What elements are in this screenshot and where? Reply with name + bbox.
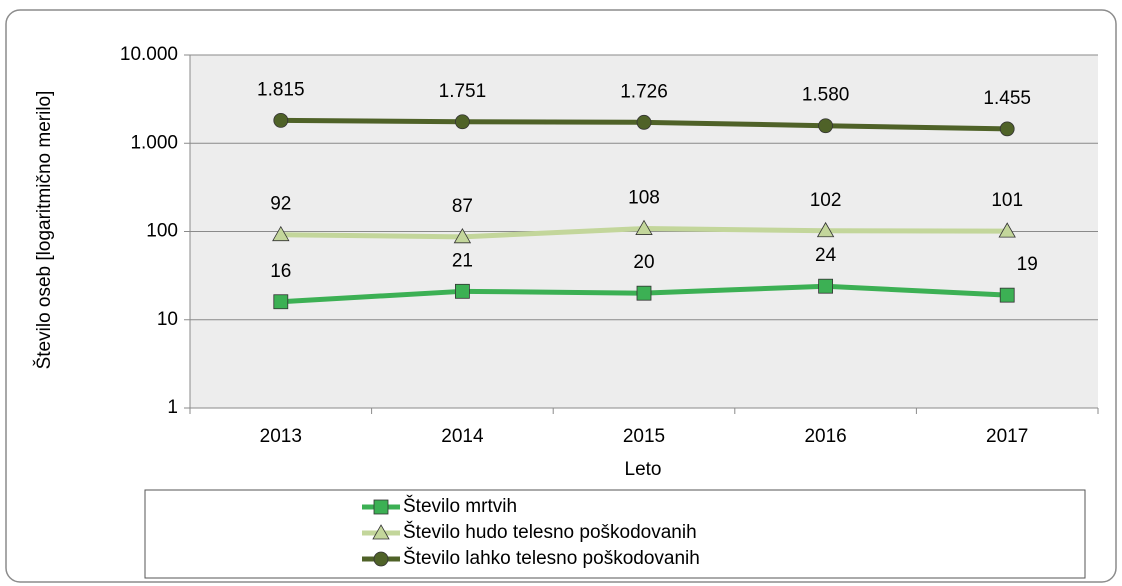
y-tick-label: 10.000 [120,44,178,65]
data-label: 20 [633,252,654,273]
y-tick-label: 1 [167,397,178,418]
data-label: 1.726 [620,81,668,102]
data-point [635,219,653,235]
x-tick-label: 2013 [260,426,302,447]
data-point [453,228,472,244]
legend-label: Število lahko telesno poškodovanih [403,547,700,569]
data-point [818,118,833,134]
data-point [273,294,289,310]
data-point [999,287,1015,303]
y-tick-label: 1.000 [130,132,178,153]
data-label: 19 [1017,254,1038,275]
data-label: 16 [270,261,291,282]
data-point [636,114,652,130]
y-tick-label: 100 [146,221,178,242]
data-point [999,121,1015,137]
legend-marker [372,524,390,540]
data-label: 101 [991,190,1023,211]
legend-marker [373,499,389,515]
data-point [454,114,470,130]
data-label: 1.580 [802,85,850,106]
data-label: 1.751 [439,81,487,102]
data-label: 21 [452,250,473,271]
x-tick-label: 2016 [804,426,846,447]
data-label: 92 [270,194,291,215]
x-tick-label: 2014 [441,426,484,447]
y-tick-label: 10 [157,309,178,330]
y-axis-title: Število oseb [logaritmično merilo] [33,91,55,370]
data-point [818,278,833,294]
data-point [454,283,470,299]
data-label: 1.455 [983,88,1031,109]
data-label: 108 [628,188,660,209]
legend-label: Število hudo telesno poškodovanih [403,521,697,543]
data-point [273,113,289,128]
data-label: 24 [815,245,837,266]
x-tick-label: 2017 [986,426,1028,447]
legend-label: Število mrtvih [403,495,517,517]
x-axis-title: Leto [625,459,662,480]
legend-box [144,489,1086,579]
data-label: 102 [810,190,842,211]
legend-marker [373,551,389,567]
data-point [816,221,835,238]
data-label: 1.815 [257,79,305,100]
x-tick-label: 2015 [623,426,665,447]
data-point [272,225,290,242]
data-point [998,222,1016,238]
data-label: 87 [452,196,473,217]
data-point [636,285,652,301]
